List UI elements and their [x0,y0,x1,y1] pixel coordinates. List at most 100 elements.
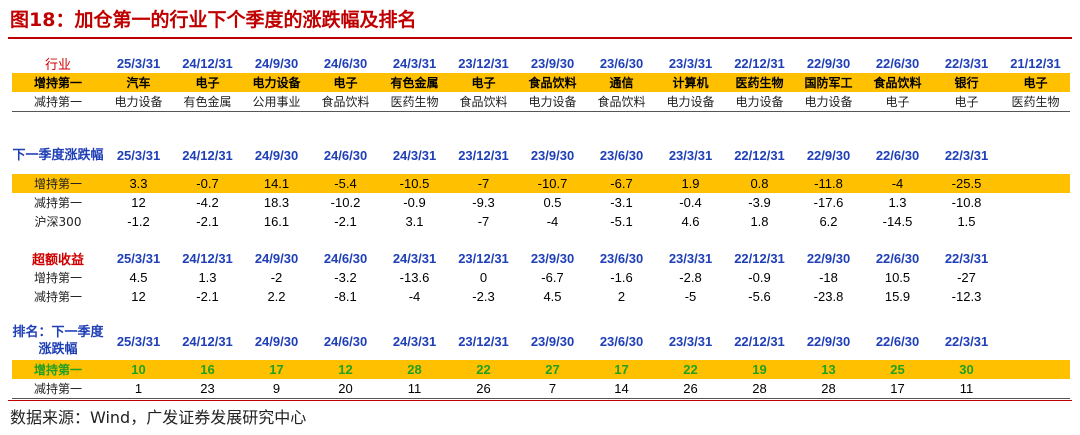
date-header: 22/3/31 [944,147,989,163]
increase-label: 增持第一 [12,174,104,193]
date-header: 25/3/31 [116,147,161,163]
industry-cell: 银行 [932,73,1001,92]
date-header: 23/12/31 [458,56,509,71]
value-cell: -7 [477,214,490,229]
industry-cell: 电力设备 [794,92,863,112]
date-header: 21/12/31 [1010,56,1061,71]
empty-cell [1001,174,1070,193]
date-header: 22/6/30 [875,251,920,266]
date-header: 23/3/31 [668,147,713,163]
industry-cell: 国防军工 [794,73,863,92]
value-cell: 4.6 [681,214,700,229]
date-header: 23/6/30 [599,333,644,349]
rank-cell: 22 [449,360,518,379]
date-header: 25/3/31 [116,251,161,266]
industry-increase-row: 增持第一 汽车 电子 电力设备 电子 有色金属 电子 食品饮料 通信 计算机 医药生物 国防军工 食品饮… [12,73,1070,92]
value-cell: -4 [546,214,559,229]
date-header: 24/6/30 [323,147,368,163]
rank-label: 排名：下一季度涨跌幅 [12,325,104,357]
date-header: 24/12/31 [182,251,233,266]
date-header: 24/9/30 [254,56,299,71]
date-header: 24/12/31 [182,147,233,163]
value-cell: 1.8 [750,214,769,229]
value-cell: -4 [863,174,932,193]
date-header: 23/6/30 [599,251,644,266]
value-cell: -6.7 [587,174,656,193]
industry-cell: 通信 [587,73,656,92]
date-header: 24/12/31 [182,333,233,349]
date-header: 23/3/31 [668,333,713,349]
empty-cell [1001,193,1070,212]
rank-cell: 17 [863,379,932,399]
value-cell: 2.2 [267,289,286,304]
industry-cell: 电子 [863,92,932,112]
value-cell: -5.4 [311,174,380,193]
value-cell: 10.5 [884,270,911,285]
spacer-cell [12,112,1070,137]
spacer-cell [12,231,1070,249]
rank-cell: 11 [932,379,1001,399]
industry-cell: 医药生物 [380,92,449,112]
value-cell: 3.3 [104,174,173,193]
value-cell: -5.1 [610,214,633,229]
value-cell: -1.2 [127,214,150,229]
date-header: 23/12/31 [458,333,509,349]
date-header: 22/3/31 [944,251,989,266]
industry-cell: 食品饮料 [518,73,587,92]
rank-cell: 10 [104,360,173,379]
rank-cell: 26 [449,379,518,399]
date-header: 23/6/30 [599,56,644,71]
increase-label: 增持第一 [33,271,82,285]
value-cell: 4.5 [543,289,562,304]
rank-cell: 9 [242,379,311,399]
empty-cell [1001,379,1070,399]
industry-cell: 电子 [1001,73,1070,92]
value-cell: 14.1 [242,174,311,193]
value-cell: -0.4 [679,195,702,210]
value-cell: 1.9 [656,174,725,193]
rank-cell: 28 [725,379,794,399]
value-cell: -3.1 [610,195,633,210]
date-header: 23/6/30 [599,147,644,163]
decrease-label: 减持第一 [12,379,104,399]
value-cell: -10.8 [951,195,982,210]
value-cell: 15.9 [884,289,911,304]
value-cell: -2.1 [334,214,357,229]
value-cell: -10.7 [518,174,587,193]
rank-cell: 14 [587,379,656,399]
value-cell: -3.9 [748,195,771,210]
rank-cell: 23 [173,379,242,399]
date-header: 22/6/30 [875,56,920,71]
return-index-row: 沪深300 -1.2 -2.1 16.1 -2.1 3.1 -7 -4 -5.1 4.6 1.8 6.… [12,212,1070,231]
value-cell: -25.5 [932,174,1001,193]
date-header: 22/9/30 [806,147,851,163]
date-header: 24/6/30 [323,333,368,349]
industry-cell: 电力设备 [656,92,725,112]
date-header: 22/3/31 [944,333,989,349]
return-header-row: 下一季度涨跌幅 25/3/31 24/12/31 24/9/30 24/6/30 24/3… [12,136,1070,174]
value-cell: 1.3 [198,270,217,285]
industry-cell: 医药生物 [1001,92,1070,112]
rank-cell: 17 [242,360,311,379]
empty-cell [1001,212,1070,231]
value-cell: -6.7 [541,270,564,285]
industry-header-row: 行业 25/3/31 24/12/31 24/9/30 24/6/30 24/3/31 23… [12,54,1070,73]
value-cell: -10.5 [380,174,449,193]
data-table: 行业 25/3/31 24/12/31 24/9/30 24/6/30 24/3/31 23… [12,54,1070,399]
value-cell: 0.5 [543,195,562,210]
rank-decrease-row: 减持第一 1 23 9 20 11 26 7 14 26 28 28 17 11 [12,379,1070,399]
decrease-label: 减持第一 [33,196,82,210]
industry-cell: 电力设备 [725,92,794,112]
rank-cell: 19 [725,360,794,379]
value-cell: -1.6 [610,270,633,285]
value-cell: 0 [479,270,488,285]
value-cell: 4.5 [129,270,148,285]
increase-label: 增持第一 [12,73,104,92]
date-header: 22/12/31 [734,333,785,349]
spacer-cell [12,306,1070,322]
value-cell: -4.2 [196,195,219,210]
industry-cell: 计算机 [656,73,725,92]
industry-cell: 汽车 [104,73,173,92]
return-decrease-row: 减持第一 12 -4.2 18.3 -10.2 -0.9 -9.3 0.5 -3.1 -0.4 -3… [12,193,1070,212]
date-header: 23/9/30 [530,147,575,163]
